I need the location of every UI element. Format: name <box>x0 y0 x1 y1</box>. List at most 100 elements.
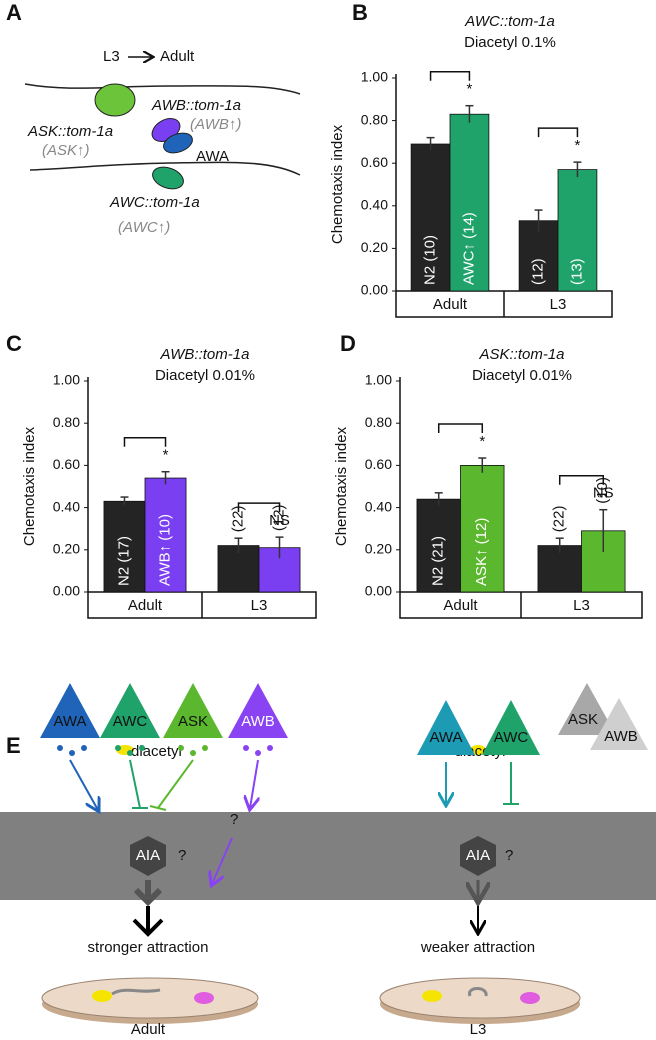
inhibit <box>503 762 519 805</box>
panel-e: E diacetyl AWA AWC ASK AWB AIA ? ? stron… <box>0 683 656 1038</box>
outcome: stronger attraction <box>88 939 209 956</box>
worm <box>468 987 488 997</box>
chart-title: AWB::tom-1a <box>160 346 250 363</box>
neuron-ask <box>163 683 223 738</box>
y-tick-label: 0.40 <box>365 498 392 514</box>
panel-a: A L3 Adult AWB::tom-1a (AWB↑) ASK::tom-1… <box>6 0 301 236</box>
arrow <box>132 906 164 937</box>
neuron-label: AWC <box>113 713 148 730</box>
panel-label: E <box>6 733 21 758</box>
spot <box>92 990 112 1002</box>
chart-subtitle: Diacetyl 0.1% <box>464 34 556 51</box>
awc-note: (AWC↑) <box>118 219 170 236</box>
y-tick-label: 0.80 <box>365 414 392 430</box>
panel-label: C <box>6 331 22 356</box>
neuron-awc <box>100 683 160 738</box>
ask-note: (ASK↑) <box>42 142 90 159</box>
bar-label: ASK↑ (12) <box>473 518 490 586</box>
neuron-awc <box>482 700 540 755</box>
bar-label: AWC↑ (14) <box>460 212 477 285</box>
unknown: ? <box>505 847 513 864</box>
arrow <box>133 880 163 907</box>
spot <box>520 992 540 1004</box>
arrow <box>212 837 233 884</box>
chart-subtitle: Diacetyl 0.01% <box>472 367 572 384</box>
y-tick-label: 0.00 <box>361 282 388 298</box>
y-axis-label: Chemotaxis index <box>333 426 350 546</box>
x-tick-label: L3 <box>550 296 567 313</box>
significance: NS <box>593 485 614 502</box>
y-tick-label: 0.20 <box>53 541 80 557</box>
arrow <box>250 759 258 808</box>
unknown: ? <box>230 811 238 828</box>
y-tick-label: 1.00 <box>361 69 388 85</box>
arrow <box>69 759 98 810</box>
stage-from: L3 <box>103 48 120 65</box>
awb-label: AWB::tom-1a <box>151 97 241 114</box>
bar <box>103 500 146 593</box>
neuron-ask <box>558 683 616 735</box>
bar <box>144 477 187 593</box>
y-tick-label: 0.00 <box>53 583 80 599</box>
awc-neuron <box>152 166 184 190</box>
panel-label: D <box>340 331 356 356</box>
y-tick-label: 1.00 <box>365 372 392 388</box>
bar-label: (22) <box>229 506 246 533</box>
x-tick-label: Adult <box>443 597 478 614</box>
inhibit <box>149 759 194 811</box>
worm <box>111 988 161 996</box>
y-tick-label: 0.80 <box>361 111 388 127</box>
y-tick-label: 0.20 <box>361 239 388 255</box>
x-tick-label: Adult <box>128 597 163 614</box>
aia <box>130 836 166 876</box>
y-axis-label: Chemotaxis index <box>329 124 346 244</box>
stage: Adult <box>131 1021 166 1038</box>
significance-bracket <box>558 474 605 485</box>
bar <box>460 464 505 593</box>
y-tick-label: 0.60 <box>365 456 392 472</box>
neuron-label: ASK <box>568 711 598 728</box>
neuron-label: AWB <box>241 713 275 730</box>
bar <box>518 220 559 292</box>
significance: NS <box>269 512 290 529</box>
bar-label: (22) <box>551 506 568 533</box>
y-tick-label: 0.80 <box>53 414 80 430</box>
neuron-awa <box>40 683 100 738</box>
bar <box>557 169 598 292</box>
bar-label: (12) <box>270 504 287 531</box>
awc-label: AWC::tom-1a <box>109 194 200 211</box>
aia-label: AIA <box>466 847 490 864</box>
x-tick-label: Adult <box>433 296 468 313</box>
odor-drop <box>470 745 486 755</box>
worm-outline <box>24 83 301 95</box>
bar <box>449 113 490 292</box>
significance-bracket <box>537 127 579 138</box>
ask-label: ASK::tom-1a <box>27 123 113 140</box>
neuron-awb <box>228 683 288 738</box>
unknown: ? <box>178 847 186 864</box>
bar <box>217 545 260 593</box>
y-tick-label: 0.20 <box>365 541 392 557</box>
awb-note: (AWB↑) <box>190 116 241 133</box>
dish <box>379 977 581 1019</box>
neuron-label: AWB <box>604 728 638 745</box>
significance-bracket <box>237 502 281 513</box>
significance-bracket <box>437 423 484 434</box>
awa-label: AWA <box>196 148 229 165</box>
chart-title: AWC::tom-1a <box>464 13 555 30</box>
aia <box>460 836 496 876</box>
neuron-label: AWA <box>429 729 462 746</box>
neuron-label: AWC <box>494 729 529 746</box>
worm-outline <box>29 161 301 176</box>
y-axis-label: Chemotaxis index <box>21 426 38 546</box>
significance: * <box>575 137 581 154</box>
x-tick-label: L3 <box>251 597 268 614</box>
y-tick-label: 0.60 <box>361 154 388 170</box>
neuron-label: ASK <box>178 713 208 730</box>
bar-label: (13) <box>568 258 585 285</box>
bar-label: N2 (21) <box>430 536 447 586</box>
bar-label: (10) <box>594 477 611 504</box>
dish <box>41 977 259 1019</box>
chart-title: ASK::tom-1a <box>478 346 564 363</box>
significance: * <box>163 447 169 464</box>
